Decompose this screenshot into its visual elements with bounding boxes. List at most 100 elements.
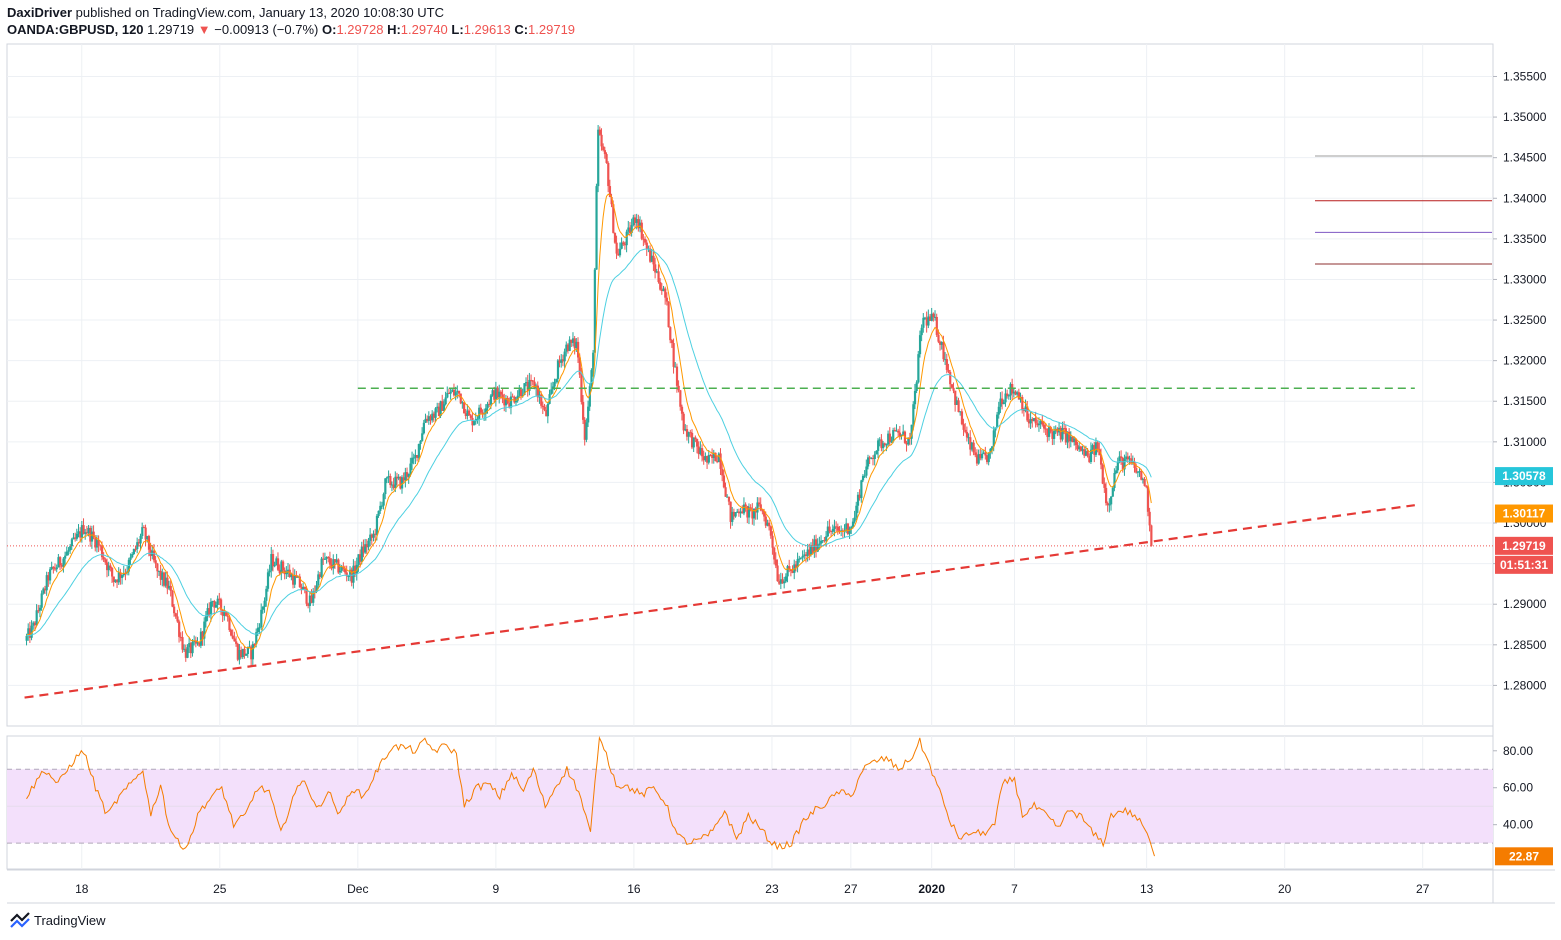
candle-down: [776, 565, 779, 582]
candle-down: [677, 385, 680, 391]
candle-down: [60, 565, 63, 567]
price-tick-label: 1.31500: [1503, 394, 1547, 408]
candle-up: [885, 444, 888, 446]
candle-up: [489, 395, 493, 405]
candle-up: [865, 466, 868, 476]
candle-down: [481, 412, 484, 415]
candle-up: [293, 575, 296, 585]
candle-down: [459, 393, 462, 404]
candle-up: [186, 647, 189, 658]
candle-up: [211, 601, 214, 603]
candle-down: [789, 569, 793, 572]
candle-down: [221, 609, 224, 616]
candle-down: [744, 504, 747, 507]
candle-down: [1079, 446, 1083, 451]
tradingview-footer[interactable]: TradingView: [10, 911, 106, 929]
candle-up: [241, 648, 244, 658]
candle-down: [303, 586, 306, 589]
candle-down: [231, 635, 234, 639]
candle-down: [198, 642, 201, 646]
symbol-name[interactable]: OANDA:GBPUSD, 120: [7, 22, 144, 37]
candle-down: [374, 533, 377, 535]
candle-up: [419, 440, 422, 444]
candle-up: [994, 427, 997, 431]
candle-up: [632, 217, 635, 226]
candle-up: [332, 559, 335, 569]
candle-up: [590, 370, 593, 387]
candle-up: [556, 360, 560, 379]
candle-up: [571, 338, 575, 343]
candle-down: [804, 554, 808, 556]
ema-fast-price-label-bg: [1495, 504, 1553, 523]
candle-down: [250, 646, 253, 660]
candle-down: [724, 487, 727, 497]
candle-down: [949, 371, 952, 385]
candle-down: [838, 530, 841, 532]
candle-up: [117, 572, 120, 583]
candle-up: [917, 354, 920, 383]
time-tick-label: 13: [1140, 882, 1154, 896]
candle-down: [578, 357, 581, 375]
candle-down: [617, 253, 620, 256]
candles-layer: [25, 125, 1153, 667]
candle-up: [1110, 496, 1113, 505]
candle-up: [860, 480, 863, 499]
candle-down: [1051, 431, 1054, 439]
candle-down: [962, 424, 965, 430]
candle-up: [209, 601, 213, 616]
candle-up: [312, 591, 315, 603]
candle-up: [157, 570, 161, 572]
candle-up: [347, 576, 350, 578]
candle-up: [877, 440, 880, 451]
candle-down: [600, 134, 603, 147]
candle-down: [233, 638, 236, 642]
candle-down: [633, 217, 637, 223]
candle-down: [545, 409, 548, 417]
candle-up: [991, 446, 994, 449]
price-change: −0.00913 (−0.7%): [214, 22, 319, 37]
candle-up: [136, 542, 139, 550]
candle-down: [149, 549, 152, 556]
candle-down: [499, 391, 503, 395]
candle-down: [520, 389, 523, 397]
candle-up: [1116, 462, 1119, 471]
candle-down: [452, 389, 456, 396]
candle-down: [318, 574, 322, 577]
candle-up: [1048, 427, 1051, 437]
candle-up: [1091, 445, 1094, 450]
author-name[interactable]: DaxiDriver: [7, 5, 73, 20]
candle-down: [721, 468, 724, 476]
candle-down: [1101, 464, 1104, 484]
candle-up: [627, 227, 630, 232]
candle-up: [825, 536, 828, 541]
candle-down: [526, 382, 529, 391]
candle-down: [173, 606, 176, 614]
candle-down: [1076, 445, 1079, 450]
candle-up: [357, 554, 360, 565]
candle-down: [416, 454, 419, 458]
candle-down: [271, 554, 275, 567]
candle-up: [27, 628, 30, 636]
candle-up: [568, 339, 571, 351]
candle-down: [536, 385, 539, 398]
candle-down: [660, 289, 664, 292]
candle-down: [1103, 483, 1106, 488]
candle-up: [585, 422, 588, 440]
candle-down: [706, 455, 709, 463]
candle-down: [116, 579, 119, 583]
candle-down: [322, 558, 325, 560]
candle-up: [275, 558, 278, 566]
candle-up: [996, 414, 999, 428]
candle-up: [592, 352, 595, 371]
candle-up: [635, 219, 638, 223]
candle-up: [486, 403, 489, 409]
candle-down: [945, 359, 948, 370]
candle-down: [957, 400, 960, 413]
candle-down: [759, 504, 762, 511]
candle-up: [853, 517, 856, 522]
candle-up: [783, 581, 786, 584]
candle-up: [335, 559, 338, 563]
candle-down: [305, 588, 308, 604]
candle-up: [256, 627, 260, 633]
